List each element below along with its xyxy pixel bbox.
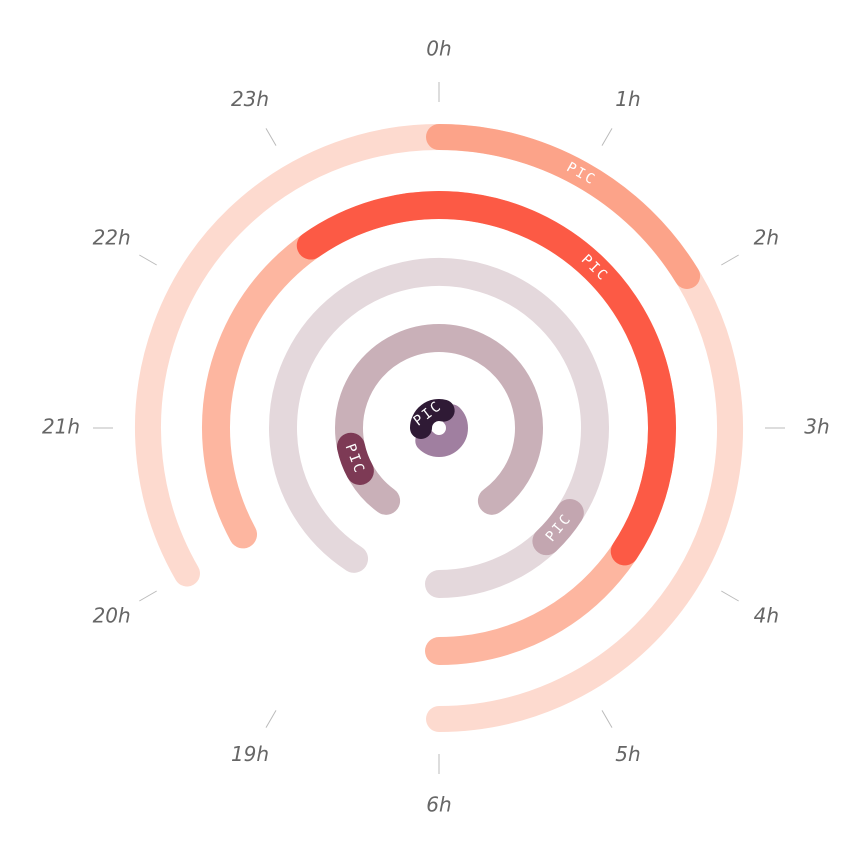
hour-tick: [601, 710, 613, 728]
hour-tick: [139, 590, 157, 602]
hour-label: 1h: [615, 87, 640, 111]
hour-label: 19h: [231, 742, 269, 766]
hour-label: 20h: [93, 604, 131, 628]
hour-label: 4h: [754, 604, 779, 628]
hour-tick: [601, 128, 613, 146]
ring-segment: [296, 191, 676, 566]
hour-tick: [721, 590, 739, 602]
hour-tick: [721, 254, 739, 266]
ring-segment: [426, 124, 701, 289]
hour-label: 22h: [93, 226, 131, 250]
hour-label: 21h: [42, 415, 80, 439]
hour-label: 0h: [426, 37, 451, 61]
ring-segment: [410, 399, 455, 439]
hour-label: 23h: [231, 87, 269, 111]
hour-label: 5h: [615, 742, 640, 766]
hour-label: 3h: [804, 415, 829, 439]
hour-tick: [265, 128, 277, 146]
ring-segment: [336, 432, 374, 485]
hour-tick: [265, 710, 277, 728]
hour-label: 6h: [426, 793, 451, 817]
hour-tick: [139, 254, 157, 266]
ring-segment: [415, 404, 468, 457]
hour-label: 2h: [754, 226, 779, 250]
ring-segment: [532, 498, 584, 556]
